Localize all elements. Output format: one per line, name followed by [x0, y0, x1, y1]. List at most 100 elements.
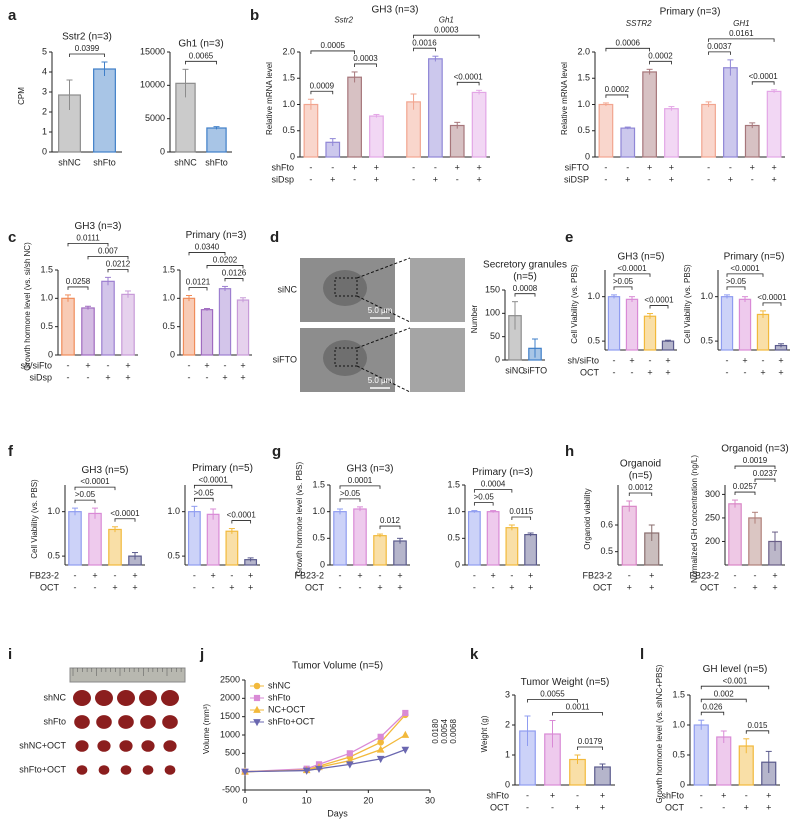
y-tick-label: 0.5 [587, 335, 600, 345]
bar [373, 535, 387, 566]
p-value: 0.0258 [66, 277, 91, 286]
y-tick-label: 0.5 [700, 335, 713, 345]
tumor [95, 690, 113, 706]
condition-mark: - [604, 174, 607, 184]
condition-label: shFto [486, 790, 509, 800]
p-value: <0.0001 [199, 475, 229, 484]
significance-bracket [310, 90, 334, 95]
y-axis-label: Volume (mm³) [202, 704, 211, 755]
condition-mark: + [575, 802, 580, 812]
p-value: >0.05 [613, 277, 634, 286]
significance-bracket [613, 286, 633, 290]
cell [323, 270, 367, 306]
condition-mark: - [353, 174, 356, 184]
zoom-line [356, 257, 411, 279]
y-tick-label: 0.6 [600, 519, 613, 529]
y-tick-label: -500 [222, 784, 240, 794]
panel-label: f [8, 443, 14, 460]
condition-mark: + [649, 582, 654, 592]
x-tick-label: shFto [93, 157, 116, 167]
condition-mark: + [772, 570, 777, 580]
y-tick-label: 250 [705, 512, 720, 522]
condition-mark: - [649, 355, 652, 365]
bar [738, 298, 752, 351]
significance-bracket [708, 51, 731, 55]
y-tick-label: 0 [170, 349, 175, 359]
condition-mark: - [700, 790, 703, 800]
p-value: 0.0012 [628, 483, 653, 492]
condition-mark: - [193, 570, 196, 580]
significance-bracket [185, 60, 217, 65]
significance-bracket [473, 489, 513, 493]
tumor [163, 740, 177, 752]
y-tick-label: 0 [495, 354, 500, 364]
bar [716, 736, 732, 786]
marker [241, 768, 249, 776]
chart-title: GH level (n=5) [703, 664, 768, 675]
y-tick-label: 500 [225, 748, 240, 758]
p-value: >0.05 [726, 277, 747, 286]
condition-label: shFto [661, 790, 684, 800]
x-tick-label: shFto [205, 157, 228, 167]
condition-mark: - [379, 570, 382, 580]
tumor [139, 690, 157, 706]
bar [449, 124, 465, 158]
y-tick-label: 2.0 [282, 46, 295, 56]
p-value: 0.0009 [310, 81, 335, 90]
panel-label: k [470, 646, 479, 663]
tumor [162, 715, 178, 729]
condition-mark: - [412, 162, 415, 172]
y-tick-label: 1.0 [447, 506, 460, 516]
significance-bracket [310, 50, 355, 54]
legend-marker [253, 705, 261, 713]
legend-marker [253, 694, 261, 702]
y-axis-label: Weight (g) [480, 715, 489, 752]
p-value: <0.0001 [617, 264, 647, 273]
p-value: 0.0002 [648, 51, 673, 60]
p-value: <0.0001 [749, 72, 779, 81]
y-tick-label: 0 [505, 779, 510, 789]
y-tick-label: 50 [490, 331, 500, 341]
condition-mark: - [526, 802, 529, 812]
bar [61, 297, 75, 356]
y-tick-label: 3 [505, 689, 510, 699]
significance-bracket [726, 286, 746, 290]
chart-subtitle: (n=5) [513, 271, 537, 282]
marker [376, 755, 385, 764]
condition-mark: + [766, 802, 771, 812]
p-value: 0.0121 [186, 278, 211, 287]
tumor [161, 690, 179, 706]
condition-mark: - [729, 162, 732, 172]
p-value: 0.0257 [733, 482, 758, 491]
tumor [96, 715, 112, 729]
condition-mark: + [665, 355, 670, 365]
bar [693, 724, 709, 786]
bar [642, 71, 657, 158]
condition-label: siDsp [29, 372, 52, 382]
group-label: SSTR2 [626, 19, 652, 28]
legend-label: NC+OCT [268, 704, 306, 714]
y-tick-label: 200 [705, 536, 720, 546]
condition-mark: + [397, 570, 402, 580]
p-value: <0.0001 [644, 296, 674, 305]
condition-mark: - [576, 790, 579, 800]
series-line [244, 749, 406, 773]
bar [200, 309, 214, 356]
condition-mark: + [112, 582, 117, 592]
condition-mark: + [125, 360, 130, 370]
condition-mark: + [744, 802, 749, 812]
scale-bar-label: 5.0 μm [368, 376, 393, 385]
condition-mark: + [728, 174, 733, 184]
y-tick-label: 2.0 [577, 46, 590, 56]
condition-label: siDsp [271, 174, 294, 184]
y-tick-label: 0 [320, 559, 325, 569]
condition-mark: + [600, 802, 605, 812]
condition-mark: + [509, 582, 514, 592]
condition-mark: - [613, 355, 616, 365]
condition-mark: - [473, 582, 476, 592]
y-axis-label: Cell Viability (vs. PBS) [30, 479, 39, 559]
condition-mark: + [125, 372, 130, 382]
group-label: GH1 [733, 19, 749, 28]
p-value: 0.0237 [753, 469, 778, 478]
